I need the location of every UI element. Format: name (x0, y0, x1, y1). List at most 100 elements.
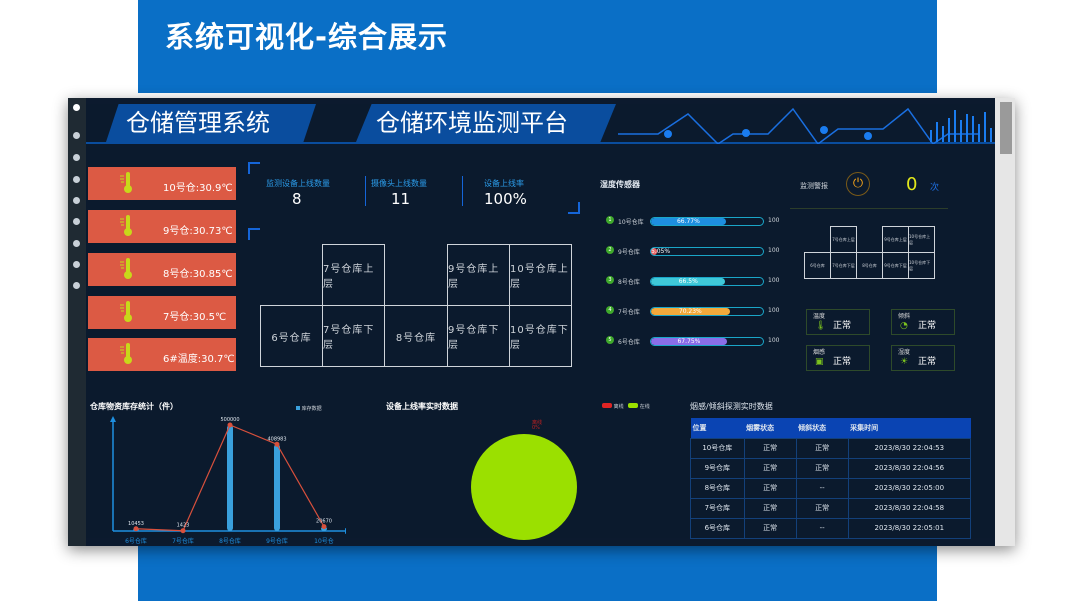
humidity-progress: 67.75% (650, 337, 764, 346)
mini-room: 7号仓库上层 (830, 226, 857, 253)
kpi-label: 设备上线率 (484, 179, 524, 188)
room-10-lower[interactable]: 10号仓库下层 (509, 305, 572, 367)
humidity-fill: 67.75% (651, 338, 727, 345)
temperature-card: 8号仓:30.85℃ (88, 253, 236, 286)
humidity-fill: 70.23% (651, 308, 730, 315)
status-tilt: 倾斜 ◔ 正常 (891, 309, 955, 335)
table-cell: 2023/8/30 22:04:53 (847, 437, 972, 459)
tilt-icon: ◔ (900, 321, 908, 331)
header-left-title: 仓储管理系统 (106, 104, 316, 142)
temperature-label: 8号仓:30.85℃ (163, 269, 233, 280)
status-temperature: 温度 🌡 正常 (806, 309, 870, 335)
table-cell: 正常 (743, 517, 797, 539)
header-wave-decoration (618, 107, 992, 144)
room-9-lower[interactable]: 9号仓库下层 (447, 305, 510, 367)
header: 仓储管理系统 仓储环境监测平台 (86, 104, 995, 144)
table-cell: 正常 (743, 457, 797, 479)
offline-label: 离线 0% (532, 420, 543, 431)
humidity-max: 100 (768, 307, 780, 314)
rank-badge: 4 (606, 306, 614, 314)
table-row: 9号仓库 正常 正常 2023/8/30 22:04:56 (690, 457, 972, 479)
humidity-location: 10号仓库 (618, 219, 644, 226)
pie-slice-online (471, 434, 577, 540)
room-7-lower[interactable]: 7号仓库下层 (322, 305, 385, 367)
table-cell: 2023/8/30 22:04:58 (847, 497, 972, 519)
table-cell: 2023/8/30 22:05:00 (847, 477, 972, 499)
humidity-progress: 5.05% (650, 247, 764, 256)
x-tick-label: 8号仓库 (219, 537, 241, 544)
room-9-upper[interactable]: 9号仓库上层 (447, 244, 510, 306)
scrollbar[interactable] (995, 98, 1015, 546)
frame-corner (248, 228, 260, 240)
temperature-label: 6#温度:30.7℃ (163, 354, 235, 365)
table-cell: 2023/8/30 22:04:56 (847, 457, 972, 479)
nav-icon[interactable] (73, 154, 80, 161)
temperature-label: 7号仓:30.5℃ (163, 312, 227, 323)
mini-room: 9号仓库下层 (882, 252, 909, 279)
humidity-fill: 5.05% (651, 248, 671, 255)
thermometer-icon (120, 301, 132, 322)
frame-corner (568, 202, 580, 214)
online-chart-title: 设备上线率实时数据 (386, 402, 458, 411)
rank-badge: 3 (606, 276, 614, 284)
temperature-card: 10号仓:30.9℃ (88, 167, 236, 200)
humidity-max: 100 (768, 217, 780, 224)
room-7-upper[interactable]: 7号仓库上层 (322, 244, 385, 306)
table-row: 6号仓库 正常 -- 2023/8/30 22:05:01 (690, 517, 972, 539)
slide-banner (138, 0, 937, 93)
sidebar (68, 98, 86, 546)
humidity-row: 4 7号仓库 70.23% 100 (606, 306, 780, 317)
rank-badge: 5 (606, 336, 614, 344)
thermometer-icon: 🌡 (815, 321, 827, 331)
table-cell: 2023/8/30 22:05:01 (847, 517, 972, 539)
status-humidity: 湿度 ☀ 正常 (891, 345, 955, 371)
humidity-progress: 70.23% (650, 307, 764, 316)
dashboard: 仓储管理系统 仓储环境监测平台 10号仓:30.9℃ 9号仓:30.73℃ 8号… (86, 104, 995, 544)
header-right-title: 仓储环境监测平台 (356, 104, 616, 142)
rank-badge: 2 (606, 246, 614, 254)
power-icon[interactable]: ⏻ (846, 172, 870, 196)
nav-icon[interactable] (73, 176, 80, 183)
humidity-progress: 66.5% (650, 277, 764, 286)
temperature-label: 10号仓:30.9℃ (163, 183, 233, 194)
humidity-row: 5 6号仓库 67.75% 100 (606, 336, 779, 347)
humidity-location: 9号仓库 (618, 249, 640, 256)
frame-corner (248, 162, 260, 174)
thermometer-icon (120, 172, 132, 193)
nav-icon[interactable] (73, 261, 80, 268)
nav-icon[interactable] (73, 240, 80, 247)
data-label: 20670 (316, 519, 332, 525)
nav-icon[interactable] (73, 132, 80, 139)
data-label: 500000 (220, 417, 239, 423)
table-cell: 正常 (743, 477, 797, 499)
nav-icon[interactable] (73, 282, 80, 289)
table-cell: 正常 (743, 437, 797, 459)
room-10-upper[interactable]: 10号仓库上层 (509, 244, 572, 306)
inventory-chart: 6号仓库 7号仓库 8号仓库 9号仓库 10号仓 10453 1423 500000 40898… (110, 416, 346, 544)
slide-title: 系统可视化-综合展示 (165, 20, 449, 54)
humidity-location: 8号仓库 (618, 279, 640, 286)
room-8[interactable]: 8号仓库 (384, 305, 448, 367)
room-6[interactable]: 6号仓库 (260, 305, 323, 367)
table-title: 烟感/倾斜探测实时数据 (690, 402, 773, 411)
sensor-table: 位置 烟雾状态 倾斜状态 采集时间 10号仓库 正常 正常 2023/8/30 22:… (690, 418, 972, 539)
humidity-location: 6号仓库 (618, 339, 640, 346)
nav-icon[interactable] (73, 197, 80, 204)
x-tick-label: 9号仓库 (266, 537, 288, 544)
humidity-location: 7号仓库 (618, 309, 640, 316)
table-cell: 7号仓库 (690, 497, 745, 519)
table-row: 7号仓库 正常 正常 2023/8/30 22:04:58 (690, 497, 972, 519)
mini-room: 6号仓库 (804, 252, 831, 279)
temperature-card: 7号仓:30.5℃ (88, 296, 236, 329)
scrollbar-thumb[interactable] (1000, 102, 1012, 154)
logo-icon[interactable] (73, 104, 80, 111)
nav-icon[interactable] (73, 218, 80, 225)
bar (227, 425, 233, 531)
temperature-card: 9号仓:30.73℃ (88, 210, 236, 243)
mini-room: 10号仓库下层 (908, 252, 935, 279)
line-point (227, 422, 233, 428)
table-row: 10号仓库 正常 正常 2023/8/30 22:04:53 (690, 437, 972, 459)
thermometer-icon (120, 258, 132, 279)
col-header: 采集时间 (848, 418, 971, 438)
legend-swatch (296, 406, 300, 410)
